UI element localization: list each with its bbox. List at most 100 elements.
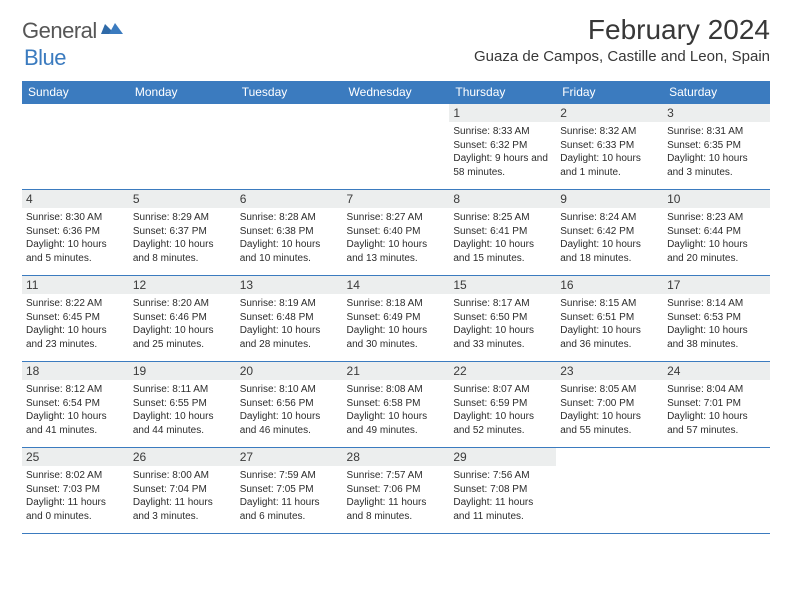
day-details: Sunrise: 7:57 AMSunset: 7:06 PMDaylight:… xyxy=(347,469,446,523)
day-details: Sunrise: 8:17 AMSunset: 6:50 PMDaylight:… xyxy=(453,297,552,351)
daylight-line: Daylight: 11 hours and 3 minutes. xyxy=(133,496,232,523)
calendar-table: SundayMondayTuesdayWednesdayThursdayFrid… xyxy=(22,81,770,534)
calendar-day-cell: 22Sunrise: 8:07 AMSunset: 6:59 PMDayligh… xyxy=(449,362,556,448)
calendar-week-row: 4Sunrise: 8:30 AMSunset: 6:36 PMDaylight… xyxy=(22,190,770,276)
day-number: 19 xyxy=(129,362,236,380)
day-details: Sunrise: 8:22 AMSunset: 6:45 PMDaylight:… xyxy=(26,297,125,351)
daylight-line: Daylight: 11 hours and 6 minutes. xyxy=(240,496,339,523)
sunset-line: Sunset: 6:33 PM xyxy=(560,139,659,153)
sunrise-line: Sunrise: 8:02 AM xyxy=(26,469,125,483)
day-header: Friday xyxy=(556,81,663,104)
day-number: 14 xyxy=(343,276,450,294)
daylight-line: Daylight: 10 hours and 25 minutes. xyxy=(133,324,232,351)
sunrise-line: Sunrise: 8:19 AM xyxy=(240,297,339,311)
day-details: Sunrise: 8:19 AMSunset: 6:48 PMDaylight:… xyxy=(240,297,339,351)
sunset-line: Sunset: 6:56 PM xyxy=(240,397,339,411)
sunset-line: Sunset: 6:55 PM xyxy=(133,397,232,411)
day-number: 27 xyxy=(236,448,343,466)
sunrise-line: Sunrise: 8:30 AM xyxy=(26,211,125,225)
sunrise-line: Sunrise: 8:31 AM xyxy=(667,125,766,139)
day-details: Sunrise: 8:04 AMSunset: 7:01 PMDaylight:… xyxy=(667,383,766,437)
calendar-day-cell: 23Sunrise: 8:05 AMSunset: 7:00 PMDayligh… xyxy=(556,362,663,448)
day-details: Sunrise: 8:00 AMSunset: 7:04 PMDaylight:… xyxy=(133,469,232,523)
daylight-line: Daylight: 10 hours and 57 minutes. xyxy=(667,410,766,437)
daylight-line: Daylight: 10 hours and 23 minutes. xyxy=(26,324,125,351)
calendar-day-cell: 14Sunrise: 8:18 AMSunset: 6:49 PMDayligh… xyxy=(343,276,450,362)
sunrise-line: Sunrise: 8:28 AM xyxy=(240,211,339,225)
daylight-line: Daylight: 10 hours and 36 minutes. xyxy=(560,324,659,351)
sunset-line: Sunset: 7:04 PM xyxy=(133,483,232,497)
sunrise-line: Sunrise: 8:05 AM xyxy=(560,383,659,397)
daylight-line: Daylight: 10 hours and 41 minutes. xyxy=(26,410,125,437)
calendar-head: SundayMondayTuesdayWednesdayThursdayFrid… xyxy=(22,81,770,104)
sunset-line: Sunset: 6:49 PM xyxy=(347,311,446,325)
sunrise-line: Sunrise: 8:12 AM xyxy=(26,383,125,397)
day-details: Sunrise: 8:32 AMSunset: 6:33 PMDaylight:… xyxy=(560,125,659,179)
sunset-line: Sunset: 7:03 PM xyxy=(26,483,125,497)
calendar-day-cell: 21Sunrise: 8:08 AMSunset: 6:58 PMDayligh… xyxy=(343,362,450,448)
daylight-line: Daylight: 10 hours and 33 minutes. xyxy=(453,324,552,351)
calendar-day-cell: 5Sunrise: 8:29 AMSunset: 6:37 PMDaylight… xyxy=(129,190,236,276)
sunset-line: Sunset: 6:59 PM xyxy=(453,397,552,411)
logo-flag-icon xyxy=(101,20,123,43)
day-number: 10 xyxy=(663,190,770,208)
sunset-line: Sunset: 6:58 PM xyxy=(347,397,446,411)
day-number: 23 xyxy=(556,362,663,380)
day-details: Sunrise: 8:28 AMSunset: 6:38 PMDaylight:… xyxy=(240,211,339,265)
sunset-line: Sunset: 6:48 PM xyxy=(240,311,339,325)
day-number: 21 xyxy=(343,362,450,380)
logo-text-general: General xyxy=(22,18,97,44)
day-details: Sunrise: 7:59 AMSunset: 7:05 PMDaylight:… xyxy=(240,469,339,523)
day-header: Monday xyxy=(129,81,236,104)
daylight-line: Daylight: 10 hours and 20 minutes. xyxy=(667,238,766,265)
calendar-day-cell: 8Sunrise: 8:25 AMSunset: 6:41 PMDaylight… xyxy=(449,190,556,276)
calendar-week-row: 18Sunrise: 8:12 AMSunset: 6:54 PMDayligh… xyxy=(22,362,770,448)
daylight-line: Daylight: 11 hours and 11 minutes. xyxy=(453,496,552,523)
day-number: 2 xyxy=(556,104,663,122)
calendar-empty-cell xyxy=(663,448,770,534)
calendar-day-cell: 4Sunrise: 8:30 AMSunset: 6:36 PMDaylight… xyxy=(22,190,129,276)
daylight-line: Daylight: 10 hours and 30 minutes. xyxy=(347,324,446,351)
day-number: 22 xyxy=(449,362,556,380)
sunrise-line: Sunrise: 8:04 AM xyxy=(667,383,766,397)
day-details: Sunrise: 7:56 AMSunset: 7:08 PMDaylight:… xyxy=(453,469,552,523)
sunset-line: Sunset: 6:38 PM xyxy=(240,225,339,239)
calendar-day-cell: 18 Sunrise: 8:12 AMSunset: 6:54 PMDayligh… xyxy=(22,362,129,448)
day-number: 24 xyxy=(663,362,770,380)
day-details: Sunrise: 8:29 AMSunset: 6:37 PMDaylight:… xyxy=(133,211,232,265)
sunrise-line: Sunrise: 8:24 AM xyxy=(560,211,659,225)
sunset-line: Sunset: 6:46 PM xyxy=(133,311,232,325)
calendar-body: 1Sunrise: 8:33 AMSunset: 6:32 PMDaylight… xyxy=(22,104,770,534)
sunrise-line: Sunrise: 8:17 AM xyxy=(453,297,552,311)
day-number: 6 xyxy=(236,190,343,208)
calendar-day-cell: 6 Sunrise: 8:28 AMSunset: 6:38 PMDaylight… xyxy=(236,190,343,276)
day-number: 8 xyxy=(449,190,556,208)
day-header: Tuesday xyxy=(236,81,343,104)
sunset-line: Sunset: 6:41 PM xyxy=(453,225,552,239)
sunrise-line: Sunrise: 8:22 AM xyxy=(26,297,125,311)
daylight-line: Daylight: 11 hours and 8 minutes. xyxy=(347,496,446,523)
day-number: 7 xyxy=(343,190,450,208)
sunset-line: Sunset: 6:54 PM xyxy=(26,397,125,411)
sunset-line: Sunset: 6:42 PM xyxy=(560,225,659,239)
calendar-day-cell: 16Sunrise: 8:15 AMSunset: 6:51 PMDayligh… xyxy=(556,276,663,362)
calendar-day-cell: 19Sunrise: 8:11 AMSunset: 6:55 PMDayligh… xyxy=(129,362,236,448)
calendar-day-cell: 9Sunrise: 8:24 AMSunset: 6:42 PMDaylight… xyxy=(556,190,663,276)
calendar-empty-cell xyxy=(22,104,129,190)
daylight-line: Daylight: 10 hours and 55 minutes. xyxy=(560,410,659,437)
calendar-day-cell: 3Sunrise: 8:31 AMSunset: 6:35 PMDaylight… xyxy=(663,104,770,190)
day-number: 11 xyxy=(22,276,129,294)
sunrise-line: Sunrise: 8:15 AM xyxy=(560,297,659,311)
day-number: 18 xyxy=(22,362,129,380)
sunrise-line: Sunrise: 7:59 AM xyxy=(240,469,339,483)
calendar-empty-cell xyxy=(556,448,663,534)
day-number: 17 xyxy=(663,276,770,294)
sunset-line: Sunset: 7:05 PM xyxy=(240,483,339,497)
calendar-day-cell: 27 Sunrise: 7:59 AMSunset: 7:05 PMDayligh… xyxy=(236,448,343,534)
day-number: 29 xyxy=(449,448,556,466)
day-details: Sunrise: 8:15 AMSunset: 6:51 PMDaylight:… xyxy=(560,297,659,351)
day-number: 12 xyxy=(129,276,236,294)
day-header-row: SundayMondayTuesdayWednesdayThursdayFrid… xyxy=(22,81,770,104)
day-details: Sunrise: 8:12 AMSunset: 6:54 PMDaylight:… xyxy=(26,383,125,437)
calendar-day-cell: 10Sunrise: 8:23 AMSunset: 6:44 PMDayligh… xyxy=(663,190,770,276)
